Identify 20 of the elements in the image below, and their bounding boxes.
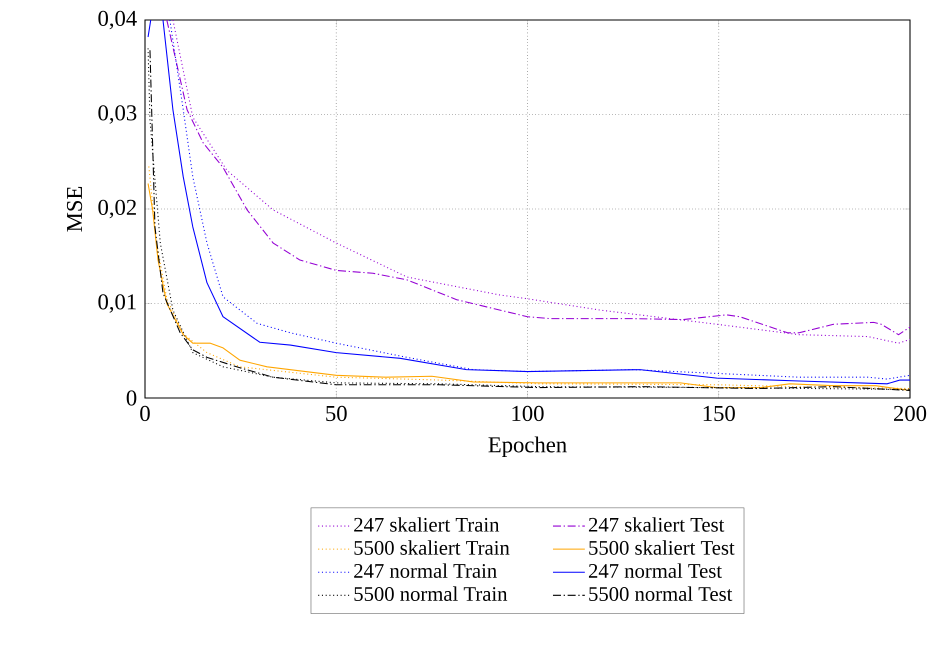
x-axis-title: Epochen bbox=[488, 436, 567, 458]
legend-label: 247 skaliert Test bbox=[588, 517, 724, 532]
y-tick-label: 0,04 bbox=[98, 10, 137, 30]
legend-label: 5500 skaliert Test bbox=[589, 540, 735, 555]
legend-label: 247 skaliert Train bbox=[354, 517, 500, 532]
x-tick-label: 200 bbox=[894, 406, 926, 422]
x-tick-label: 0 bbox=[140, 406, 150, 422]
legend-label: 247 normal Train bbox=[354, 563, 497, 578]
legend-label: 5500 normal Test bbox=[589, 586, 732, 601]
y-tick-label: 0,01 bbox=[98, 294, 136, 313]
y-axis-title: MSE bbox=[66, 186, 82, 232]
legend-label: 247 normal Test bbox=[588, 563, 722, 578]
x-tick-label: 100 bbox=[512, 406, 544, 422]
x-tick-label: 50 bbox=[326, 406, 347, 422]
y-tick-label: 0,03 bbox=[98, 105, 136, 124]
legend-label: 5500 skaliert Train bbox=[354, 540, 510, 555]
y-tick-label: 0,02 bbox=[98, 200, 136, 218]
legend-label: 5500 normal Train bbox=[354, 586, 508, 601]
y-tick-label: 0 bbox=[126, 390, 136, 406]
x-tick-label: 150 bbox=[704, 406, 735, 422]
